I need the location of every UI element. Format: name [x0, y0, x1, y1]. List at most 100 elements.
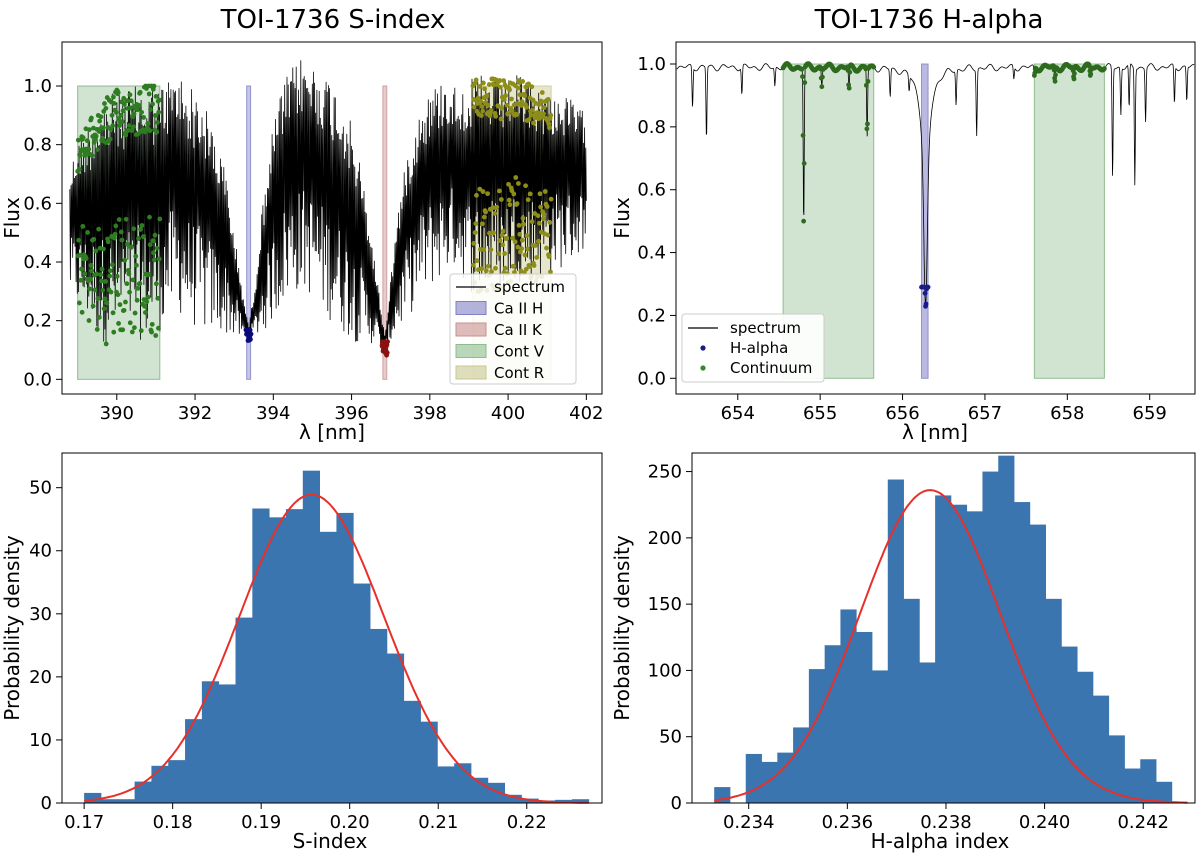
band-continuum-red [1033, 63, 1105, 379]
data-point [102, 101, 107, 106]
data-point [141, 115, 147, 120]
data-point [499, 232, 505, 238]
band-ca-ii-k [382, 85, 388, 380]
data-point [537, 191, 543, 197]
x-axis-label: H-alpha index [871, 829, 1010, 853]
data-point [86, 127, 92, 133]
data-point [146, 272, 152, 277]
histogram-bar [903, 598, 920, 803]
y-tick-label: 0 [41, 793, 52, 814]
data-point [502, 265, 508, 271]
legend-swatch [455, 344, 487, 358]
data-point [120, 327, 126, 333]
data-point [530, 107, 535, 113]
data-point [135, 285, 141, 291]
data-point [139, 223, 145, 228]
data-point [103, 341, 109, 347]
y-tick-label: 200 [648, 528, 682, 549]
points-cont-r [470, 76, 554, 294]
data-point [485, 102, 491, 108]
data-point [1101, 66, 1107, 71]
data-point [500, 228, 506, 234]
data-point [154, 129, 160, 135]
data-point [124, 98, 130, 104]
data-point [480, 108, 486, 114]
data-point [115, 292, 121, 298]
data-point [156, 325, 161, 331]
data-point [98, 278, 104, 284]
data-point [517, 231, 523, 237]
data-point [133, 253, 139, 259]
histogram-bar [871, 670, 889, 803]
legend-swatch [700, 345, 706, 351]
data-point [485, 263, 491, 269]
data-point [501, 78, 507, 84]
data-point [95, 296, 101, 301]
spectrum-line [69, 60, 587, 349]
data-point [522, 252, 528, 258]
data-point [131, 226, 137, 232]
data-point [144, 299, 150, 305]
histogram-bar [840, 609, 857, 803]
data-point [1088, 71, 1094, 77]
plot-frame [675, 41, 1196, 395]
data-point [518, 103, 524, 108]
data-point [538, 98, 544, 104]
data-point [118, 112, 124, 118]
y-axis-label: Flux [0, 197, 24, 239]
data-point [802, 80, 808, 85]
data-point [96, 226, 102, 232]
plot-frame [61, 41, 603, 395]
histogram-bar [808, 669, 826, 803]
data-point [247, 327, 253, 333]
y-tick-label: 0.4 [23, 252, 52, 273]
data-point [511, 191, 517, 197]
data-point [496, 251, 502, 257]
band-h-alpha [920, 63, 929, 379]
x-axis-label: λ [nm] [299, 420, 365, 444]
data-point [116, 217, 122, 222]
y-tick-label: 0.6 [23, 193, 52, 214]
x-axis-label: λ [nm] [902, 420, 968, 444]
data-point [148, 107, 153, 112]
data-point [79, 309, 85, 315]
data-point [114, 273, 120, 279]
data-point [506, 181, 511, 187]
histogram-bar [745, 753, 762, 803]
data-point [129, 329, 135, 335]
data-point [1071, 76, 1077, 82]
data-point [800, 74, 805, 80]
data-point [123, 299, 128, 305]
data-point [135, 107, 140, 113]
data-point [521, 221, 527, 227]
y-tick-label: 0.8 [637, 117, 666, 138]
points-continuum [780, 61, 877, 224]
data-point [115, 90, 121, 96]
data-point [142, 310, 148, 315]
data-point [118, 229, 124, 235]
data-point [79, 266, 84, 272]
data-point [488, 107, 494, 113]
points-continuum [1031, 61, 1107, 84]
data-point [497, 84, 503, 90]
data-point [536, 238, 542, 244]
histogram-bar [1156, 781, 1173, 803]
data-point [83, 256, 89, 261]
data-point [479, 221, 485, 227]
data-point [519, 237, 525, 243]
data-point [922, 290, 928, 296]
points-ca-ii-h [243, 327, 254, 343]
data-point [548, 112, 554, 118]
data-point [524, 104, 529, 110]
panel-halpha-histogram: 0.234 0.236 0.238 0.240 0.242 0 50 100 150 200 25… [610, 452, 1196, 853]
legend: spectrum Ca II H Ca II K Cont V Cont R [449, 273, 577, 385]
data-point [93, 133, 99, 139]
data-point [546, 121, 552, 127]
data-point [152, 113, 158, 118]
legend-swatch [700, 365, 706, 371]
x-axis-label: S-index [293, 829, 368, 853]
data-point [138, 226, 143, 232]
data-point [149, 321, 155, 327]
data-point [117, 302, 123, 308]
data-point [471, 104, 477, 110]
